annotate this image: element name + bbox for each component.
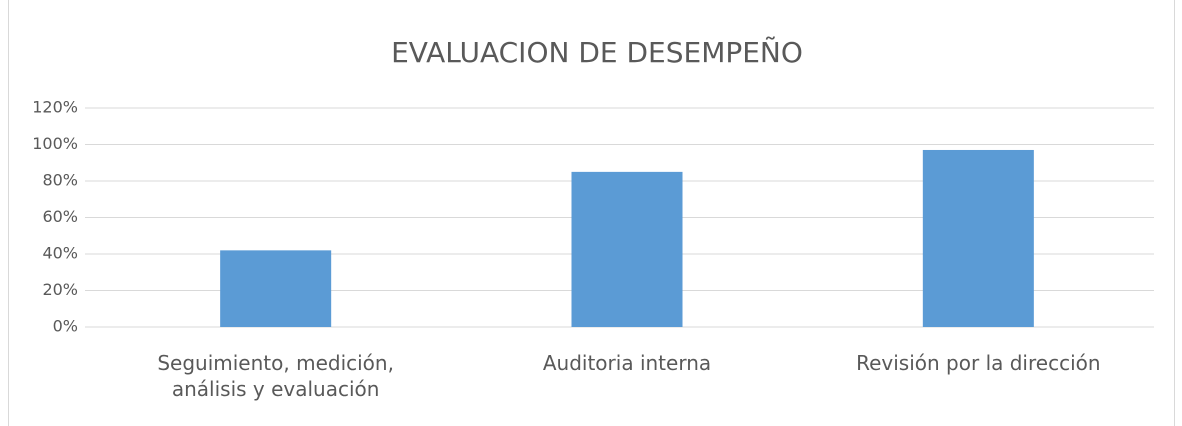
chart-border bbox=[8, 0, 1175, 426]
bar bbox=[571, 171, 683, 327]
y-tick-label: 0% bbox=[53, 317, 78, 336]
x-tick-label: Revisión por la dirección bbox=[856, 351, 1101, 375]
y-tick-label: 60% bbox=[42, 207, 78, 226]
chart-title: EVALUACION DE DESEMPEÑO bbox=[391, 36, 803, 69]
x-tick-label: Seguimiento, medición, análisis y evalua… bbox=[157, 351, 394, 401]
y-tick-label: 20% bbox=[42, 280, 78, 299]
x-tick-label: Auditoria interna bbox=[542, 351, 712, 375]
y-tick-label: 100% bbox=[32, 134, 78, 153]
y-tick-label: 40% bbox=[42, 244, 78, 263]
bar bbox=[922, 149, 1034, 327]
bar bbox=[220, 250, 332, 327]
y-tick-label: 120% bbox=[32, 98, 78, 117]
y-tick-label: 80% bbox=[42, 171, 78, 190]
